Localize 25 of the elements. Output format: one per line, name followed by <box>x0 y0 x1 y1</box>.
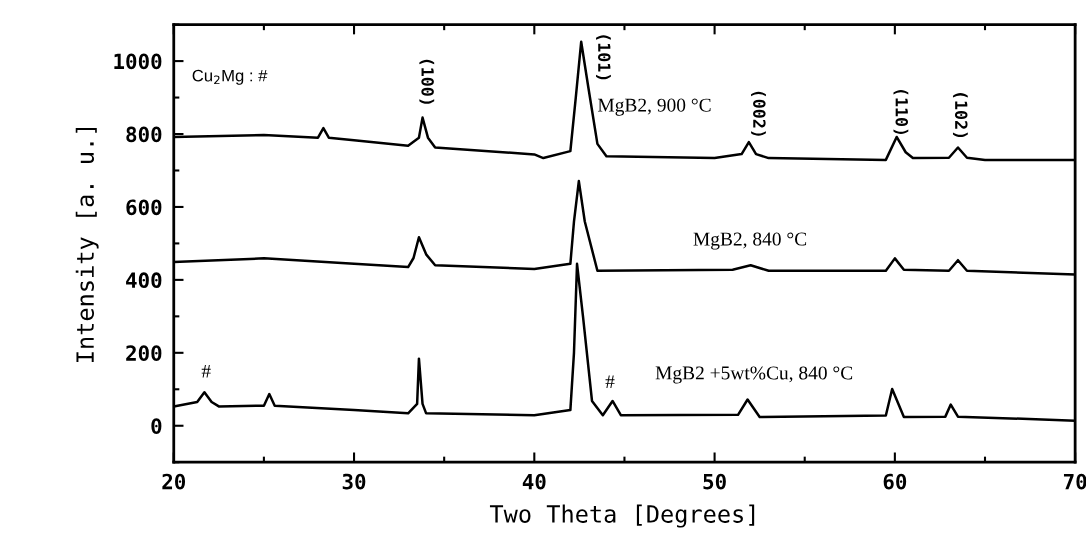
y-tick-label: 400 <box>126 272 162 289</box>
annotation: (101) <box>596 35 611 80</box>
annotation: (102) <box>952 93 968 138</box>
annotation: (100) <box>419 59 435 104</box>
y-tick-label: 600 <box>126 199 162 216</box>
x-tick-label: 30 <box>342 473 366 490</box>
x-tick-label: 70 <box>1063 473 1086 490</box>
annotation: (002) <box>751 91 766 136</box>
x-tick-label: 40 <box>522 473 546 490</box>
annotation: # <box>605 375 615 389</box>
annotation: (110) <box>893 90 909 134</box>
y-tick-label: 800 <box>126 126 162 143</box>
x-tick-label: 20 <box>162 473 186 490</box>
annotation: Cu$_{2}$Mg : # <box>192 69 268 85</box>
x-tick-label: 60 <box>883 473 907 490</box>
annotation: # <box>201 364 211 378</box>
y-axis-title: Intensity [a. u.] <box>75 127 99 362</box>
annotation: MgB2, 840 °C <box>693 232 807 250</box>
y-tick-label: 1000 <box>114 53 162 70</box>
annotation: MgB2, 900 °C <box>597 98 711 116</box>
annotation: MgB2 +5wt%Cu, 840 °C <box>655 366 853 384</box>
y-tick-label: 0 <box>151 418 162 434</box>
x-axis-title: Two Theta [Degrees] <box>489 504 755 528</box>
x-tick-label: 50 <box>703 473 726 490</box>
y-tick-label: 200 <box>126 345 162 362</box>
